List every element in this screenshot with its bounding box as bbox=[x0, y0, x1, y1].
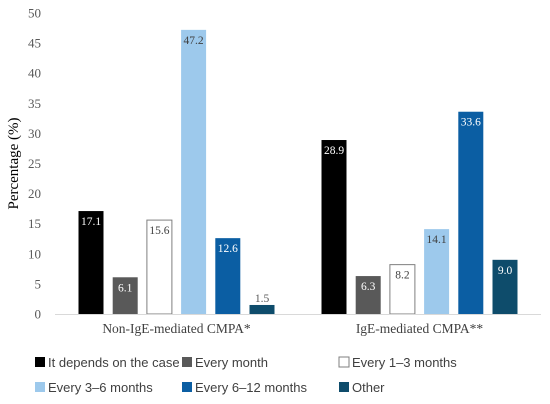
y-axis-title: Percentage (%) bbox=[6, 117, 22, 209]
x-category-label: IgE-mediated CMPA** bbox=[356, 321, 484, 336]
data-label: 15.6 bbox=[149, 225, 169, 237]
y-axis: 0 5 10 15 20 25 30 35 40 45 50 bbox=[28, 6, 41, 322]
y-tick-label: 0 bbox=[35, 307, 42, 322]
bar bbox=[181, 29, 207, 315]
data-label: 47.2 bbox=[184, 35, 204, 47]
legend-item: Every month bbox=[182, 355, 268, 370]
legend-swatch bbox=[35, 382, 45, 392]
legend-swatch bbox=[182, 382, 192, 392]
legend-item: Every 6–12 months bbox=[182, 380, 308, 395]
data-label: 9.0 bbox=[498, 265, 513, 277]
bar bbox=[249, 304, 275, 314]
bar bbox=[215, 238, 241, 314]
value-labels: 17.1 6.1 15.6 47.2 12.6 1.5 28.9 6.3 8.2 14.1 33.6… bbox=[81, 35, 513, 305]
data-label: 17.1 bbox=[81, 216, 101, 228]
y-tick-label: 35 bbox=[28, 96, 41, 111]
bars bbox=[78, 29, 518, 315]
legend: It depends on the case Every month Every 1… bbox=[35, 355, 457, 395]
legend-swatch bbox=[338, 356, 350, 368]
y-tick-label: 20 bbox=[28, 186, 41, 201]
bar bbox=[112, 277, 138, 314]
bar bbox=[492, 259, 518, 314]
y-tick-label: 25 bbox=[28, 156, 41, 171]
legend-label: It depends on the case bbox=[48, 355, 180, 370]
x-category-label: Non-IgE-mediated CMPA* bbox=[102, 321, 251, 336]
bar bbox=[78, 211, 104, 314]
legend-item: Every 3–6 months bbox=[35, 380, 153, 395]
bar bbox=[424, 229, 450, 314]
bar bbox=[389, 264, 416, 315]
legend-item: Every 1–3 months bbox=[338, 355, 457, 370]
data-label: 14.1 bbox=[427, 234, 447, 246]
legend-label: Every month bbox=[195, 355, 268, 370]
legend-swatch bbox=[339, 382, 349, 392]
y-tick-label: 15 bbox=[28, 216, 41, 231]
data-label: 28.9 bbox=[324, 145, 344, 157]
data-label: 33.6 bbox=[461, 117, 481, 129]
legend-label: Every 1–3 months bbox=[352, 355, 457, 370]
data-label: 1.5 bbox=[255, 293, 270, 305]
bar bbox=[321, 140, 347, 314]
y-tick-label: 40 bbox=[28, 66, 41, 81]
legend-swatch bbox=[182, 357, 192, 367]
y-tick-label: 10 bbox=[28, 246, 41, 261]
data-label: 6.3 bbox=[361, 281, 376, 293]
y-tick-label: 5 bbox=[35, 276, 42, 291]
legend-swatch bbox=[35, 357, 45, 367]
data-label: 12.6 bbox=[218, 243, 238, 255]
data-label: 8.2 bbox=[395, 270, 410, 282]
bar bbox=[355, 276, 381, 314]
y-tick-label: 30 bbox=[28, 126, 41, 141]
legend-item: Other bbox=[339, 380, 385, 395]
y-tick-label: 45 bbox=[28, 36, 41, 51]
legend-label: Every 6–12 months bbox=[195, 380, 308, 395]
bar bbox=[458, 111, 484, 314]
x-axis: Non-IgE-mediated CMPA* IgE-mediated CMPA*… bbox=[55, 314, 541, 336]
legend-label: Other bbox=[352, 380, 385, 395]
legend-item: It depends on the case bbox=[35, 355, 180, 370]
data-label: 6.1 bbox=[118, 282, 133, 294]
legend-label: Every 3–6 months bbox=[48, 380, 153, 395]
y-tick-label: 50 bbox=[28, 6, 41, 21]
